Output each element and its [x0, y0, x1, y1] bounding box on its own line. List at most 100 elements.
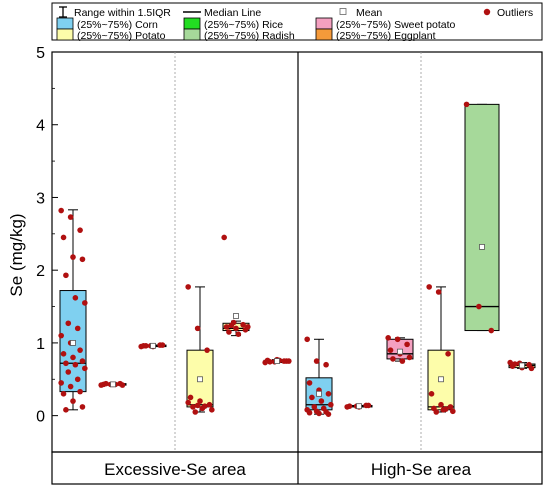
- data-point: [512, 361, 518, 367]
- data-point: [435, 289, 442, 295]
- data-point: [119, 382, 126, 388]
- legend-outliers-symbol: [483, 8, 491, 16]
- data-point: [438, 401, 444, 408]
- y-tick-label: 0: [36, 409, 45, 426]
- group-label-band: [51, 451, 543, 485]
- group-label-excessive: Excessive-Se area: [104, 460, 246, 479]
- data-point: [221, 234, 227, 241]
- legend-eggplant-label: (25%~75%) Eggplant: [336, 30, 436, 42]
- data-point: [323, 361, 329, 368]
- box-potato-4: [221, 234, 251, 337]
- legend-potato-label: (25%~75%) Potato: [77, 30, 166, 42]
- data-point: [488, 327, 495, 334]
- data-point: [426, 284, 432, 290]
- data-point: [240, 321, 246, 328]
- data-point: [325, 411, 332, 417]
- data-point: [311, 404, 318, 410]
- mean-marker: [150, 342, 156, 349]
- mean-marker: [316, 390, 322, 397]
- box-corn-7: [344, 402, 373, 410]
- data-point: [346, 403, 353, 409]
- data-point: [159, 342, 166, 348]
- box-potato-5: [262, 356, 292, 366]
- mean-marker: [274, 358, 280, 364]
- data-point: [450, 408, 456, 415]
- data-point: [442, 406, 449, 412]
- legend-radish-swatch: [183, 28, 201, 41]
- mean-marker: [233, 313, 239, 319]
- group-label-high: High-Se area: [371, 460, 472, 479]
- box-corn-0: [58, 207, 88, 413]
- y-tick-label: 5: [36, 45, 45, 62]
- data-point: [58, 380, 64, 386]
- mean-marker: [70, 340, 76, 346]
- data-point: [399, 358, 406, 364]
- data-point: [70, 398, 76, 404]
- data-point: [447, 404, 454, 410]
- data-point: [309, 394, 315, 401]
- legend-potato-swatch: [56, 28, 74, 41]
- data-point: [74, 325, 81, 332]
- legend-rice-label: (25%~75%) Rice: [204, 19, 283, 31]
- data-point: [60, 391, 67, 397]
- data-point: [190, 404, 196, 410]
- data-point: [476, 303, 482, 310]
- mean-marker: [356, 403, 362, 410]
- box-corn-2: [138, 342, 167, 350]
- boxes-layer: [58, 101, 536, 417]
- data-point: [306, 409, 313, 416]
- legend-outliers-label: Outliers: [497, 7, 533, 19]
- data-point: [445, 351, 451, 357]
- data-point: [58, 332, 64, 339]
- data-point: [394, 336, 401, 343]
- data-point: [72, 361, 79, 368]
- data-point: [325, 391, 332, 397]
- legend-range-label: Range within 1.5IQR: [74, 7, 171, 19]
- data-point: [82, 365, 88, 372]
- data-point: [226, 329, 232, 335]
- data-point: [204, 347, 210, 353]
- mean-marker: [479, 244, 485, 250]
- y-tick-label: 4: [36, 118, 45, 135]
- data-point: [194, 325, 201, 332]
- data-point: [463, 101, 470, 108]
- legend-range-symbol: [59, 6, 67, 18]
- mean-marker: [110, 381, 116, 388]
- box-potato-11: [507, 359, 536, 372]
- iqr-box: [464, 103, 500, 332]
- data-point: [67, 214, 74, 220]
- legend-mean-symbol: [339, 8, 347, 15]
- data-point: [74, 376, 81, 383]
- legend-mean-label: Mean: [356, 7, 382, 19]
- data-point: [143, 343, 149, 349]
- data-point: [306, 380, 313, 386]
- data-point: [65, 369, 72, 375]
- data-point: [197, 398, 203, 404]
- data-point: [528, 365, 535, 372]
- data-point: [79, 358, 86, 364]
- data-point: [318, 398, 325, 404]
- data-point: [185, 399, 191, 406]
- y-tick-label: 2: [36, 263, 45, 280]
- data-point: [267, 359, 273, 365]
- mean-marker: [197, 376, 203, 383]
- legend-sweet-potato-label: (25%~75%) Sweet potato: [336, 19, 456, 31]
- mean-marker: [519, 362, 525, 369]
- data-point: [67, 383, 74, 390]
- data-point: [316, 410, 322, 417]
- data-point: [192, 409, 199, 415]
- data-point: [77, 388, 83, 395]
- data-point: [58, 207, 64, 214]
- data-point: [406, 354, 413, 361]
- data-point: [228, 322, 235, 329]
- data-point: [77, 227, 83, 233]
- data-point: [223, 324, 230, 330]
- mean-marker: [438, 376, 444, 383]
- data-point: [365, 402, 372, 409]
- data-point: [60, 351, 67, 357]
- data-point: [433, 409, 440, 415]
- y-tick-label: 1: [36, 336, 45, 353]
- data-point: [63, 407, 69, 413]
- data-point: [387, 347, 394, 353]
